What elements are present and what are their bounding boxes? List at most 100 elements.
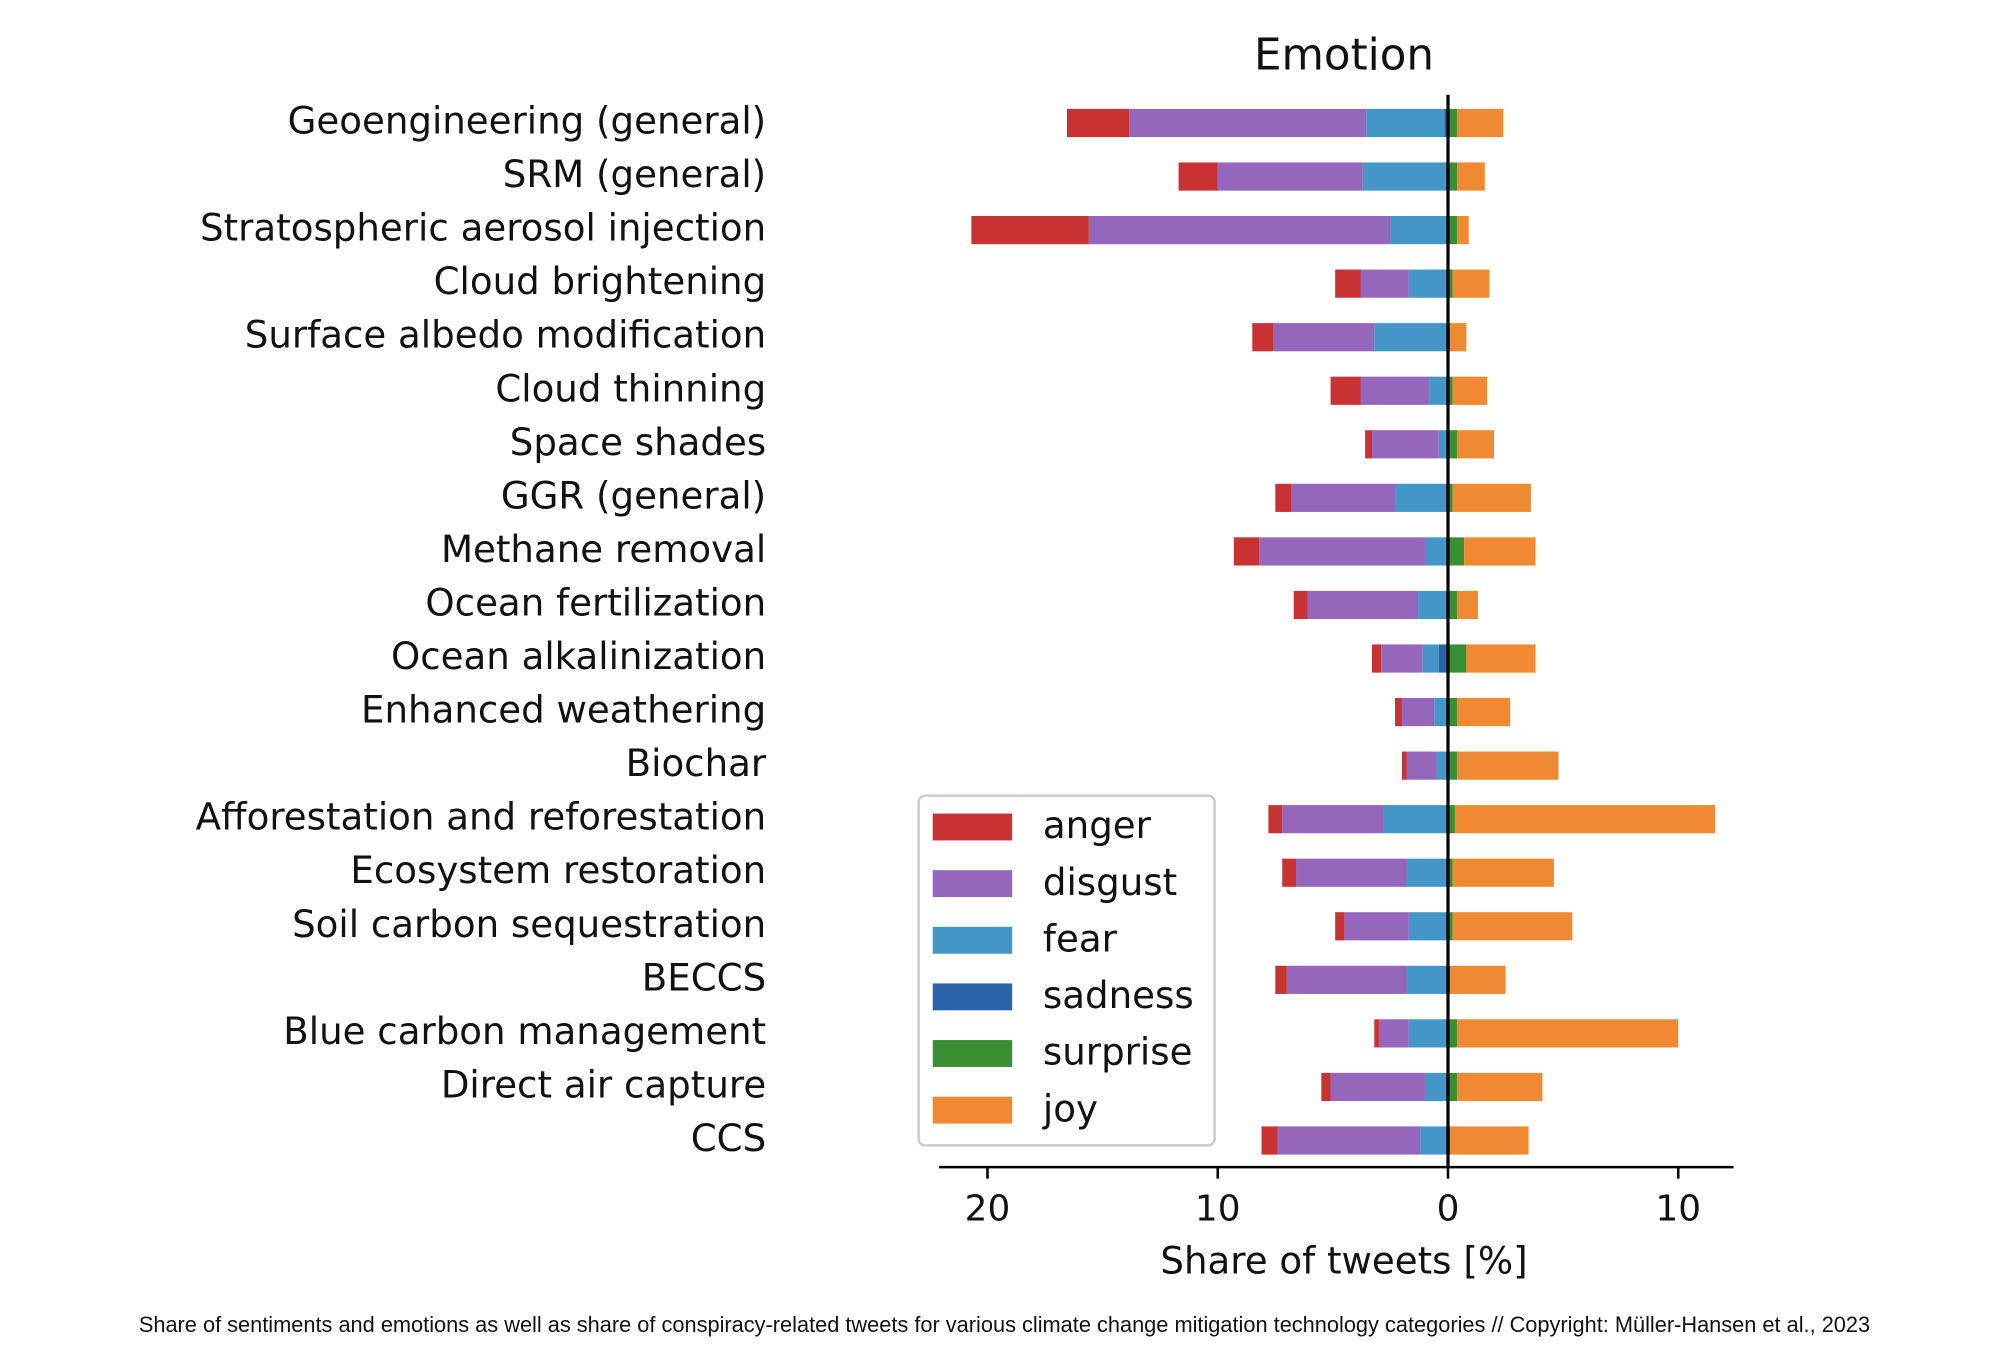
category-label: GGR (general)	[501, 474, 766, 517]
bar-segment	[1438, 430, 1446, 459]
legend-swatch	[932, 813, 1013, 841]
x-tick-label: 0	[1437, 1189, 1460, 1230]
bar-segment	[1330, 376, 1361, 405]
category-label: Ecosystem restoration	[350, 849, 766, 892]
bar-segment	[1452, 269, 1490, 298]
category-label: BECCS	[642, 956, 766, 999]
bar-segment	[1447, 1019, 1458, 1048]
bar-segment	[1422, 644, 1439, 673]
bar-segment	[1395, 483, 1446, 512]
bar-segment	[1447, 108, 1458, 138]
category-label: Blue carbon management	[283, 1010, 766, 1053]
bar-segment	[1286, 965, 1407, 994]
caption: Share of sentiments and emotions as well…	[139, 1312, 1870, 1337]
x-tick-label: 10	[1655, 1189, 1701, 1230]
legend-swatch	[932, 926, 1013, 954]
category-label: SRM (general)	[503, 153, 766, 196]
category-label: Cloud brightening	[434, 260, 767, 303]
bar-segment	[1452, 483, 1531, 512]
x-tick-label: 10	[1195, 1189, 1241, 1230]
bar-segment	[1406, 858, 1446, 887]
bar-segment	[1447, 805, 1455, 834]
bar-segment	[1395, 697, 1402, 727]
bar-segment	[971, 216, 1089, 245]
legend-swatch	[932, 983, 1013, 1011]
bar-segment	[1408, 1019, 1446, 1048]
bar-segment	[1366, 108, 1445, 138]
bar-segment	[1457, 162, 1485, 191]
bar-segment	[1344, 912, 1409, 941]
bar-segment	[1401, 751, 1407, 780]
bar-segment	[1291, 483, 1396, 512]
bar-segment	[1406, 965, 1446, 994]
bar-segment	[1360, 269, 1409, 298]
bar-segment	[1447, 537, 1465, 566]
bar-segment	[1088, 216, 1391, 245]
bar-segment	[1429, 376, 1446, 405]
bar-segment	[1457, 751, 1559, 780]
x-axis-label: Share of tweets [%]	[1160, 1240, 1527, 1283]
bar-segment	[1362, 162, 1446, 191]
bar-segment	[1321, 1072, 1331, 1102]
bar-segment	[1420, 1126, 1446, 1155]
legend-label: disgust	[1043, 861, 1177, 904]
category-label: Stratospheric aerosol injection	[200, 207, 766, 250]
category-label: Ocean fertilization	[425, 581, 766, 624]
bar-segment	[1457, 216, 1469, 245]
bar-segment	[1259, 537, 1425, 566]
bar-segment	[1282, 858, 1297, 887]
bar-segment	[1066, 108, 1130, 138]
bar-segment	[1457, 430, 1495, 459]
bar-segment	[1447, 912, 1453, 941]
bar-segment	[1447, 216, 1458, 245]
bar-segment	[1466, 644, 1536, 673]
bar-segment	[1450, 323, 1467, 352]
bar-segment	[1408, 269, 1446, 298]
legend-label: fear	[1043, 917, 1118, 960]
bar-segment	[1450, 965, 1506, 994]
bar-segment	[1273, 323, 1375, 352]
bar-segment	[1217, 162, 1363, 191]
bar-segment	[1372, 644, 1382, 673]
bar-segment	[1401, 697, 1435, 727]
bar-segment	[1275, 483, 1292, 512]
category-label: Enhanced weathering	[361, 689, 766, 732]
bar-segment	[1374, 323, 1446, 352]
chart-title: Emotion	[1254, 31, 1434, 81]
bar-segment	[1447, 590, 1458, 620]
bar-segment	[1424, 537, 1446, 566]
bar-segment	[1293, 590, 1308, 620]
bar-segment	[1447, 162, 1458, 191]
bar-segment	[1444, 108, 1448, 138]
bar-segment	[1372, 430, 1439, 459]
bar-segment	[1261, 1126, 1278, 1155]
category-label: Cloud thinning	[495, 367, 766, 410]
bar-segment	[1233, 537, 1260, 566]
bar-segment	[1447, 430, 1458, 459]
bar-segment	[1447, 376, 1453, 405]
bar-segment	[1434, 697, 1446, 727]
bar-segment	[1464, 537, 1536, 566]
bar-segment	[1374, 1019, 1379, 1048]
bar-segment	[1447, 269, 1453, 298]
bar-segment	[1447, 858, 1453, 887]
bar-segment	[1307, 590, 1419, 620]
legend-label: sadness	[1043, 974, 1194, 1017]
bar-segment	[1454, 805, 1716, 834]
legend-label: joy	[1042, 1087, 1098, 1130]
bar-segment	[1365, 430, 1373, 459]
bar-segment	[1447, 697, 1458, 727]
bar-segment	[1330, 1072, 1425, 1102]
bar-segment	[1178, 162, 1218, 191]
bar-segment	[1457, 697, 1511, 727]
bar-segment	[1296, 858, 1407, 887]
bar-segment	[1275, 965, 1287, 994]
bar-segment	[1447, 483, 1453, 512]
legend-label: anger	[1043, 804, 1152, 847]
bar-segment	[1457, 1019, 1679, 1048]
category-label: Ocean alkalinization	[391, 635, 766, 678]
bar-segment	[1447, 751, 1458, 780]
bar-segment	[1360, 376, 1430, 405]
category-label: Direct air capture	[441, 1063, 766, 1106]
